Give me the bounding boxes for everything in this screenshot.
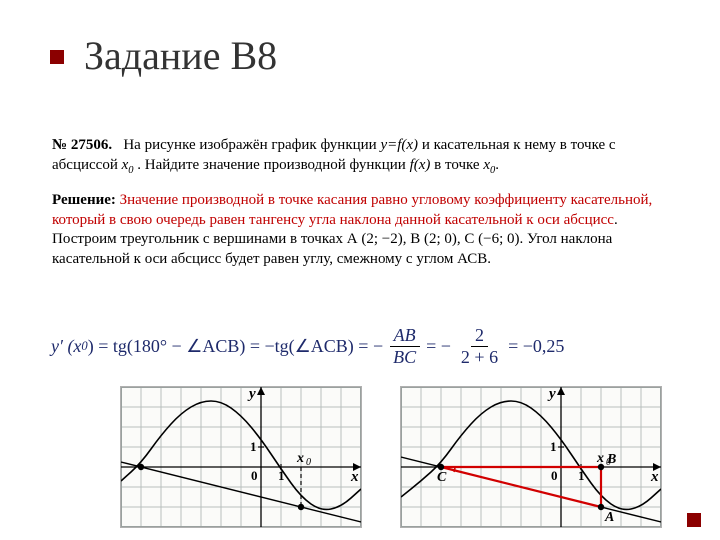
accent-bottom: [687, 513, 701, 527]
problem-statement: № 27506. На рисунке изображён график фун…: [52, 136, 672, 177]
svg-text:A: A: [604, 510, 614, 525]
prob-t1: На рисунке изображён график функции: [123, 137, 380, 153]
prob-x0-2: x0: [483, 157, 495, 173]
fml-arg2: ) = tg(180° − ∠ACB) = −tg(∠ACB) = −: [88, 336, 383, 357]
page-title: Задание В8: [84, 32, 277, 79]
prob-t4: в точке: [434, 157, 483, 173]
svg-text:B: B: [606, 452, 616, 467]
svg-text:0: 0: [251, 468, 258, 483]
svg-text:0: 0: [551, 468, 558, 483]
solution-text: Решение: Значение производной в точке ка…: [52, 191, 672, 269]
chart-right: yx011x0ABC: [400, 386, 662, 528]
svg-text:y: y: [547, 387, 556, 402]
accent-top: [50, 50, 64, 64]
prob-fn: y=f(x): [380, 137, 418, 153]
problem-number: № 27506.: [52, 137, 112, 153]
svg-text:y: y: [247, 387, 256, 402]
derivative-formula: y′ (x0 ) = tg(180° − ∠ACB) = −tg(∠ACB) =…: [50, 324, 565, 369]
fml-arg: (x: [67, 336, 81, 357]
fml-frac2: 2 2 + 6: [457, 325, 502, 368]
fml-frac1: AB BC: [389, 325, 420, 368]
prob-t3: . Найдите значение производной функции: [137, 157, 409, 173]
prob-fx: f(x): [410, 157, 431, 173]
svg-text:1: 1: [550, 439, 557, 454]
fml-mid: = −: [426, 336, 451, 357]
fml-y: y′: [51, 336, 63, 357]
solution-red: Значение производной в точке касания рав…: [52, 192, 652, 228]
svg-text:x: x: [350, 469, 359, 485]
chart-left: yx011x0: [120, 386, 362, 528]
svg-text:x: x: [296, 451, 304, 466]
svg-text:C: C: [437, 470, 447, 485]
prob-x0-1: x0: [122, 157, 134, 173]
svg-text:1: 1: [250, 439, 257, 454]
solution-label: Решение:: [52, 192, 116, 208]
fml-f2d: 2 + 6: [457, 347, 502, 368]
prob-t5: .: [495, 157, 499, 173]
svg-text:0: 0: [306, 457, 311, 468]
fml-f2n: 2: [471, 325, 488, 347]
body-text: № 27506. На рисунке изображён график фун…: [52, 136, 672, 269]
svg-text:x: x: [650, 469, 659, 485]
fml-end: = −0,25: [508, 336, 564, 357]
fml-f1n: AB: [390, 325, 420, 347]
svg-text:x: x: [596, 451, 604, 466]
fml-f1d: BC: [389, 347, 420, 368]
